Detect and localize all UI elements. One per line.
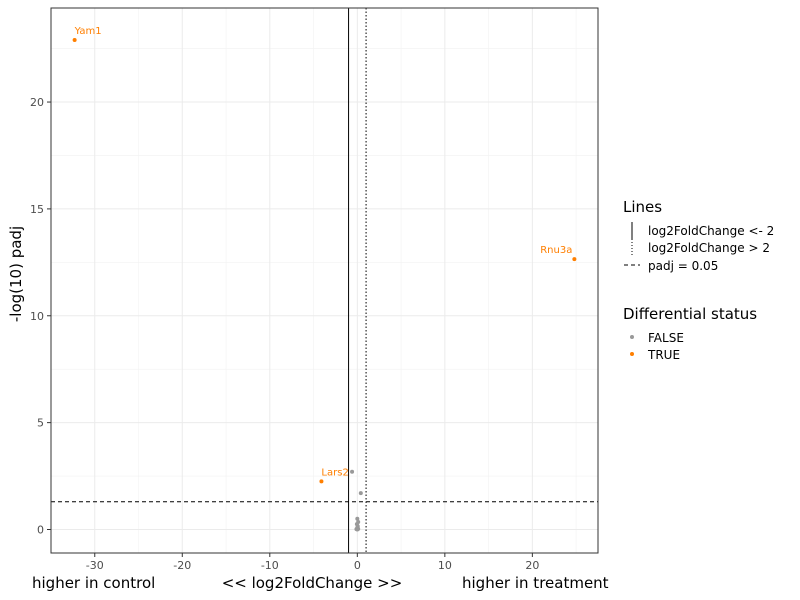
point-label: Rnu3a [540,245,572,256]
y-tick-label: 20 [30,96,44,109]
data-point-false [350,469,355,474]
data-point-false [355,516,360,521]
legend-lines-item: log2FoldChange <- 2 [648,224,774,238]
legend-status-title: Differential status [623,305,757,323]
x-tick-label: -30 [86,559,104,572]
legend-status-item: TRUE [647,348,680,362]
legend-lines-item: log2FoldChange > 2 [648,241,770,255]
x-tick-label: -20 [173,559,191,572]
x-tick-label: 0 [354,559,361,572]
y-tick-label: 10 [30,310,44,323]
legend: Lines log2FoldChange <- 2 log2FoldChange… [623,198,774,362]
x-tick-label: 10 [438,559,452,572]
grid [50,8,598,553]
legend-key-true [630,352,634,356]
legend-lines-item: padj = 0.05 [648,259,718,273]
data-point-true [72,38,77,43]
x-tick-label: -10 [261,559,279,572]
x-tick-label: 20 [525,559,539,572]
data-point-true [572,257,577,262]
x-axis-left-label: higher in control [32,574,155,592]
point-label: Yam1 [74,26,102,37]
data-point-false [355,527,360,532]
point-labels: Yam1 Rnu3a Lars2 [74,26,573,478]
reference-lines [51,8,598,553]
legend-lines-title: Lines [623,198,662,216]
panel-border [50,7,599,554]
y-tick-label: 15 [30,203,44,216]
data-points [72,38,577,532]
x-axis-right-label: higher in treatment [462,574,609,592]
legend-status-item: FALSE [648,331,684,345]
data-point-true [319,479,324,484]
y-tick-label: 5 [37,417,44,430]
axis-ticks: -30 -20 -10 0 10 20 0 5 10 15 20 [30,96,539,572]
y-axis-title: -log(10) padj [7,226,25,322]
x-axis-title: << log2FoldChange >> [222,574,403,592]
data-point-false [358,491,363,496]
y-tick-label: 0 [37,523,44,536]
point-label: Lars2 [321,467,348,478]
legend-key-false [630,335,634,339]
